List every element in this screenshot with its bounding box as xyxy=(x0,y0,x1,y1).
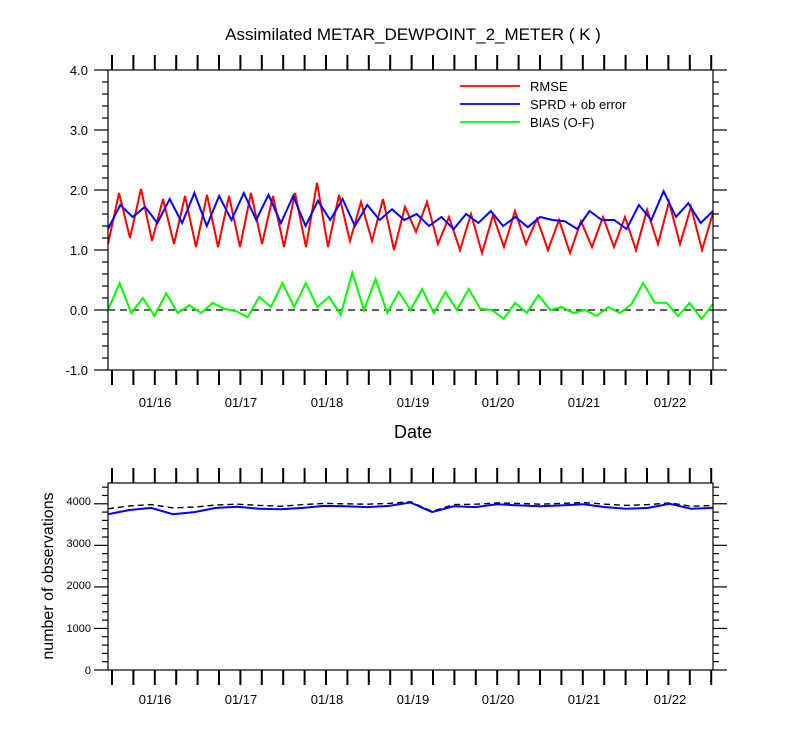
top-x-tick-label: 01/17 xyxy=(225,395,258,410)
top-y-tick-label: 2.0 xyxy=(70,183,88,198)
bottom-x-tick-label: 01/21 xyxy=(568,692,601,707)
bottom-x-tick-label: 01/17 xyxy=(225,692,258,707)
top-y-tick-labels: 4.0 3.0 2.0 1.0 0.0 -1.0 xyxy=(66,63,88,378)
bottom-chart-frame xyxy=(107,482,714,671)
top-y-tick-label: 4.0 xyxy=(70,63,88,78)
top-x-axis-label: Date xyxy=(394,422,432,442)
assimilated-observations-line xyxy=(107,501,714,516)
bottom-x-tick-label: 01/22 xyxy=(654,692,687,707)
top-x-tick-label: 01/20 xyxy=(482,395,515,410)
bottom-y-tick-labels: 0 1000 2000 3000 4000 xyxy=(67,496,91,677)
bias-series-line xyxy=(107,269,714,321)
top-y-tick-label: 1.0 xyxy=(70,243,88,258)
top-x-tick-label: 01/22 xyxy=(654,395,687,410)
bottom-y-tick-label: 4000 xyxy=(67,496,91,508)
bottom-y-tick-label: 1000 xyxy=(67,623,91,635)
bottom-x-tick-labels: 01/16 01/17 01/18 01/19 01/20 01/21 01/2… xyxy=(139,692,687,707)
top-x-tick-label: 01/19 xyxy=(397,395,430,410)
top-x-tick-label: 01/18 xyxy=(311,395,344,410)
top-chart-title: Assimilated METAR_DEWPOINT_2_METER ( K ) xyxy=(225,25,601,44)
bottom-chart-minor-ticks xyxy=(94,468,727,685)
legend-rmse-label: RMSE xyxy=(530,79,568,94)
bottom-x-tick-label: 01/20 xyxy=(482,692,515,707)
top-y-tick-label: 0.0 xyxy=(70,303,88,318)
bottom-chart-panel: 0 1000 2000 3000 4000 01/16 01/17 01/18 … xyxy=(40,468,727,707)
rmse-series-line xyxy=(107,182,714,257)
top-chart-legend: RMSE SPRD + ob error BIAS (O-F) xyxy=(460,79,627,130)
top-x-tick-label: 01/16 xyxy=(139,395,172,410)
top-chart-frame xyxy=(107,69,714,371)
spread-series-line xyxy=(107,188,714,231)
top-x-tick-labels: 01/16 01/17 01/18 01/19 01/20 01/21 01/2… xyxy=(139,395,687,410)
bottom-x-tick-label: 01/19 xyxy=(397,692,430,707)
bottom-y-axis-label: number of observations xyxy=(40,492,57,659)
bottom-y-tick-label: 3000 xyxy=(67,538,91,550)
top-chart-panel: 4.0 3.0 2.0 1.0 0.0 -1.0 01/16 01/17 01/… xyxy=(66,55,727,442)
top-x-tick-label: 01/21 xyxy=(568,395,601,410)
legend-spread-label: SPRD + ob error xyxy=(530,97,627,112)
top-chart-minor-ticks xyxy=(94,55,727,385)
bottom-y-tick-label: 0 xyxy=(85,665,91,677)
top-y-tick-label: -1.0 xyxy=(66,363,88,378)
top-y-tick-label: 3.0 xyxy=(70,123,88,138)
bottom-x-tick-label: 01/16 xyxy=(139,692,172,707)
bottom-y-tick-label: 2000 xyxy=(67,580,91,592)
legend-bias-label: BIAS (O-F) xyxy=(530,115,594,130)
bottom-x-tick-label: 01/18 xyxy=(311,692,344,707)
